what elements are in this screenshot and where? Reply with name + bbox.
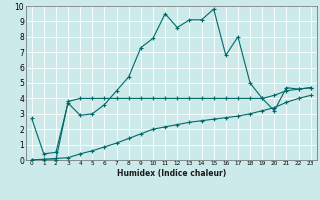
X-axis label: Humidex (Indice chaleur): Humidex (Indice chaleur): [116, 169, 226, 178]
